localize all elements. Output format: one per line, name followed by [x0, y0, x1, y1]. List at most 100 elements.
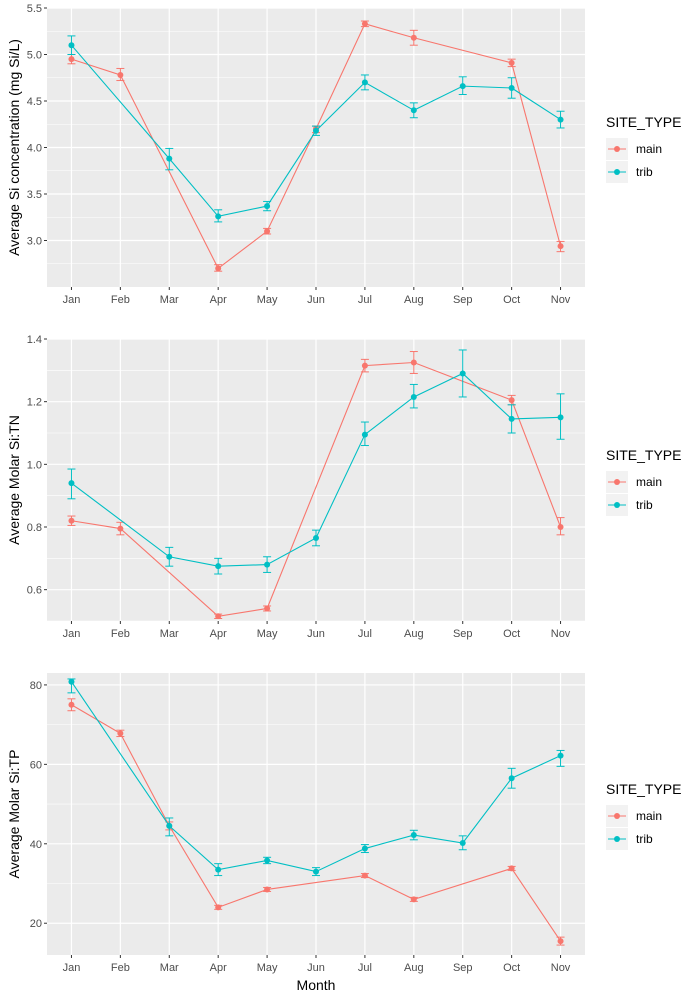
- legend-key-point: [614, 813, 620, 819]
- data-point: [215, 866, 222, 873]
- series-line: [71, 372, 561, 567]
- data-point: [361, 362, 368, 369]
- x-tick-label: Apr: [210, 962, 227, 974]
- legend-label: trib: [636, 498, 653, 512]
- data-point: [215, 613, 222, 620]
- data-point: [459, 839, 466, 846]
- legend-label: main: [636, 142, 662, 156]
- y-tick-label: 1.4: [27, 334, 42, 346]
- data-point: [264, 857, 271, 864]
- data-point: [410, 359, 417, 366]
- x-tick-label: Apr: [210, 628, 227, 640]
- x-tick-label: Sep: [453, 294, 473, 306]
- x-tick-label: Nov: [551, 294, 571, 306]
- data-point: [68, 517, 75, 524]
- y-tick-label: 40: [30, 839, 42, 851]
- data-point: [557, 752, 564, 759]
- x-tick-label: Mar: [160, 962, 179, 974]
- x-tick-label: May: [257, 294, 278, 306]
- x-axis-title: Month: [297, 977, 336, 993]
- x-tick-label: Oct: [503, 962, 520, 974]
- y-tick-label: 5.5: [27, 3, 42, 15]
- data-point: [68, 480, 75, 487]
- legend-title: SITE_TYPE: [606, 781, 681, 797]
- data-point: [117, 71, 124, 78]
- data-point: [508, 415, 515, 422]
- data-point: [410, 896, 417, 903]
- data-point: [313, 127, 319, 134]
- data-point: [508, 59, 515, 66]
- legend-label: main: [636, 809, 662, 823]
- panel-2: 0.6 0.8 1.0 1.2 1.4 Jan Feb Mar Apr May Jun Jul Aug S…: [6, 334, 681, 640]
- data-point: [215, 904, 222, 911]
- data-point: [68, 678, 75, 685]
- x-tick-label: Aug: [404, 294, 424, 306]
- x-tick-label: May: [257, 962, 278, 974]
- legend-key-point: [614, 502, 620, 508]
- data-point: [508, 84, 515, 91]
- data-point: [557, 938, 564, 945]
- data-point: [313, 868, 319, 875]
- series-line: [71, 44, 561, 217]
- x-tick-label: Feb: [111, 294, 130, 306]
- series-trib: [67, 35, 565, 223]
- x-tick-label: Mar: [160, 294, 179, 306]
- data-point: [68, 56, 75, 63]
- data-point: [264, 203, 271, 210]
- data-point: [508, 397, 515, 404]
- x-tick-label: Nov: [551, 628, 571, 640]
- data-point: [68, 42, 75, 49]
- x-tick-label: Feb: [111, 962, 130, 974]
- y-tick-label: 60: [30, 759, 42, 771]
- y-tick-label: 3.0: [27, 236, 42, 248]
- y-tick-label: 20: [30, 918, 42, 930]
- data-point: [166, 155, 173, 162]
- data-point: [361, 20, 368, 27]
- data-point: [264, 561, 271, 568]
- x-tick-label: May: [257, 628, 278, 640]
- data-point: [361, 845, 368, 852]
- x-tick-label: Sep: [453, 962, 473, 974]
- y-tick-label: 5.0: [27, 50, 42, 62]
- series-line: [71, 361, 562, 617]
- data-point: [557, 414, 564, 421]
- panel-1: 3.0 3.5 4.0 4.5 5.0 5.5 Jan Feb Mar Apr May Jun Jul A…: [6, 3, 681, 306]
- x-tick-label: Jul: [358, 962, 372, 974]
- legend-key-point: [614, 836, 620, 842]
- legend-label: trib: [636, 165, 653, 179]
- x-tick-label: Apr: [210, 294, 227, 306]
- data-point: [215, 265, 222, 272]
- y-tick-label: 0.8: [27, 522, 42, 534]
- data-point: [361, 872, 368, 879]
- x-tick-label: Jun: [307, 962, 325, 974]
- x-tick-label: Mar: [160, 628, 179, 640]
- panel-3: 20 40 60 80 Jan Feb Mar Apr May Jun Jul Aug Sep Oct No…: [6, 673, 681, 993]
- legend-label: trib: [636, 832, 653, 846]
- data-point: [264, 605, 271, 612]
- data-point: [508, 775, 515, 782]
- y-tick-label: 1.0: [27, 459, 42, 471]
- data-point: [410, 393, 417, 400]
- data-point: [215, 563, 222, 570]
- x-tick-label: Nov: [551, 962, 571, 974]
- series-line: [70, 681, 561, 873]
- data-point: [361, 79, 368, 86]
- data-point: [313, 534, 319, 541]
- series-main: [67, 351, 565, 620]
- data-point: [264, 886, 271, 893]
- legend-title: SITE_TYPE: [606, 114, 681, 130]
- series-trib: [67, 349, 565, 575]
- y-tick-label: 1.2: [27, 397, 42, 409]
- x-tick-label: Sep: [453, 628, 473, 640]
- data-point: [117, 730, 124, 737]
- x-tick-label: Oct: [503, 294, 520, 306]
- data-point: [557, 116, 564, 123]
- data-point: [264, 228, 271, 235]
- data-point: [459, 83, 466, 90]
- y-axis-title: Average Molar Si:TP: [6, 750, 22, 879]
- data-point: [166, 822, 173, 829]
